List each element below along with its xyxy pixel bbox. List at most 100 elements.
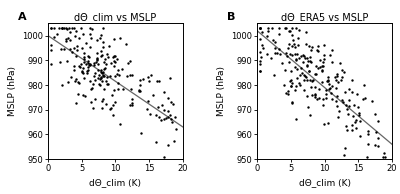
Point xyxy=(300,61,307,64)
Point xyxy=(360,83,367,86)
Point xyxy=(313,73,319,76)
Point xyxy=(73,54,79,57)
Point xyxy=(114,58,120,61)
Point xyxy=(84,71,91,74)
Point xyxy=(284,89,291,93)
Point xyxy=(98,76,104,80)
Point xyxy=(286,43,292,46)
Point xyxy=(167,76,174,80)
Point xyxy=(110,55,116,58)
Point xyxy=(338,69,345,72)
Point xyxy=(306,113,313,116)
Point xyxy=(115,87,121,90)
Point xyxy=(73,29,80,33)
Point xyxy=(304,57,310,60)
Point xyxy=(294,36,301,39)
Point xyxy=(167,113,173,117)
Point xyxy=(355,106,362,109)
Point xyxy=(316,87,322,90)
Point xyxy=(290,38,296,41)
Point xyxy=(112,54,118,57)
Point xyxy=(338,79,344,82)
Point xyxy=(340,71,347,74)
Point xyxy=(99,107,105,110)
Point xyxy=(375,145,381,148)
Point xyxy=(293,27,299,30)
Point xyxy=(157,119,164,122)
Point xyxy=(312,92,318,95)
Point xyxy=(293,85,299,88)
Point xyxy=(109,94,115,97)
Point xyxy=(328,92,334,95)
Point xyxy=(324,79,331,82)
Point xyxy=(92,78,98,81)
Point xyxy=(293,76,300,79)
Point xyxy=(155,105,162,108)
Point xyxy=(333,94,340,97)
Point xyxy=(92,60,99,63)
Point xyxy=(94,51,100,54)
Point xyxy=(103,80,110,83)
Point xyxy=(94,69,101,72)
Point xyxy=(339,75,345,78)
Point xyxy=(68,75,74,78)
Point xyxy=(73,77,79,80)
Point xyxy=(86,63,93,66)
Point xyxy=(81,51,87,55)
Point xyxy=(260,46,266,49)
Point xyxy=(51,36,58,39)
Point xyxy=(326,82,333,85)
Point xyxy=(372,112,379,115)
Y-axis label: MSLP (hPa): MSLP (hPa) xyxy=(8,66,16,116)
Point xyxy=(137,90,143,93)
Point xyxy=(314,98,320,101)
Point xyxy=(139,78,146,81)
Point xyxy=(147,113,154,116)
Point xyxy=(165,115,171,119)
Point xyxy=(64,36,71,39)
Point xyxy=(127,73,133,76)
Point xyxy=(329,97,336,100)
Point xyxy=(382,155,388,158)
Point xyxy=(112,74,118,77)
Point xyxy=(74,48,81,52)
Point xyxy=(100,27,106,30)
Point xyxy=(312,93,318,96)
Point xyxy=(333,72,340,75)
Point xyxy=(136,89,142,93)
Point xyxy=(304,94,310,98)
Point xyxy=(282,91,289,94)
Point xyxy=(303,76,309,79)
Point xyxy=(294,52,300,55)
Point xyxy=(98,49,104,52)
Point xyxy=(298,54,304,57)
Point xyxy=(257,27,264,30)
Point xyxy=(362,97,369,100)
Point xyxy=(94,39,100,42)
Point xyxy=(317,65,324,68)
Point xyxy=(111,37,118,40)
Point xyxy=(57,61,64,64)
Point xyxy=(312,72,319,75)
Point xyxy=(356,114,362,117)
Point xyxy=(116,73,122,76)
Point xyxy=(136,83,143,86)
Point xyxy=(50,27,57,30)
Point xyxy=(83,62,89,66)
Point xyxy=(294,68,300,71)
Point xyxy=(264,27,271,30)
Point xyxy=(94,56,100,59)
Point xyxy=(103,102,110,105)
Point xyxy=(309,80,316,83)
Point xyxy=(90,83,96,86)
Point xyxy=(100,75,106,78)
Point xyxy=(314,48,320,51)
Point xyxy=(59,27,65,30)
Point xyxy=(86,64,93,67)
Point xyxy=(279,61,286,64)
Point xyxy=(103,62,110,65)
Point xyxy=(136,79,143,82)
Point xyxy=(317,59,324,62)
Point xyxy=(257,27,264,30)
Point xyxy=(100,70,106,73)
